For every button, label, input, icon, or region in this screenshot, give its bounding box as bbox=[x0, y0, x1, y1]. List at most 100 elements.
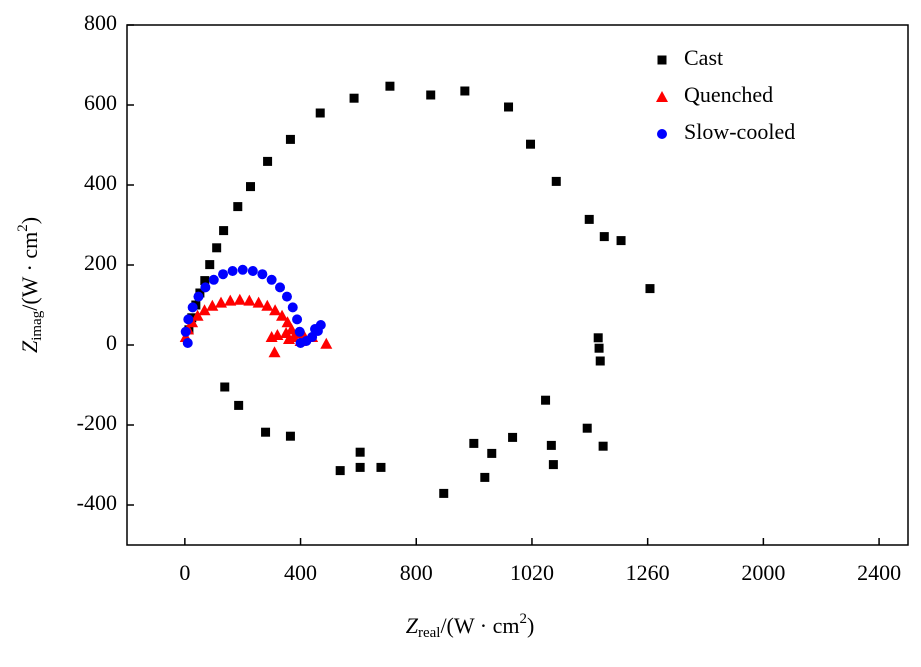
data-point bbox=[208, 274, 219, 285]
data-point bbox=[200, 276, 210, 286]
data-point bbox=[426, 90, 436, 100]
y-label-sub: imag bbox=[29, 310, 45, 340]
data-point bbox=[212, 243, 222, 253]
data-point bbox=[355, 462, 365, 472]
data-point bbox=[183, 314, 194, 325]
data-point bbox=[460, 86, 470, 96]
x-tick-label: 400 bbox=[284, 560, 317, 585]
data-point bbox=[385, 81, 395, 91]
data-point bbox=[271, 329, 284, 340]
data-point bbox=[182, 338, 193, 348]
x-label-sub: real bbox=[418, 625, 440, 641]
legend-marker bbox=[657, 55, 667, 65]
x-axis-label: Zreal/(W · cm2) bbox=[406, 611, 535, 641]
data-point bbox=[193, 291, 204, 302]
data-point bbox=[215, 296, 228, 308]
data-point bbox=[376, 462, 386, 472]
data-point bbox=[584, 214, 594, 224]
y-label-unit: /(W · cm bbox=[17, 232, 42, 311]
y-tick-label: 200 bbox=[84, 250, 117, 275]
data-point bbox=[276, 309, 289, 321]
data-point bbox=[263, 156, 273, 166]
data-point bbox=[269, 304, 282, 316]
y-tick-label: 400 bbox=[84, 170, 117, 195]
data-point bbox=[315, 108, 325, 118]
y-label-main: Z bbox=[17, 340, 42, 353]
x-label-main: Z bbox=[406, 613, 419, 638]
data-point bbox=[598, 441, 608, 451]
y-label-close: ) bbox=[17, 217, 42, 224]
data-point bbox=[243, 294, 256, 306]
data-point bbox=[220, 382, 230, 392]
data-point bbox=[287, 302, 298, 313]
plot-frame bbox=[126, 24, 909, 546]
data-point bbox=[335, 466, 345, 476]
data-point bbox=[480, 472, 490, 482]
y-tick-label: 600 bbox=[84, 90, 117, 115]
data-point bbox=[599, 232, 609, 242]
y-axis-label: Zimag/(W · cm2) bbox=[15, 217, 45, 353]
data-point bbox=[294, 326, 305, 337]
data-point bbox=[219, 226, 229, 236]
data-point bbox=[234, 400, 244, 410]
legend-marker bbox=[656, 91, 668, 102]
data-point bbox=[349, 93, 359, 103]
data-point bbox=[582, 423, 592, 433]
data-point bbox=[198, 304, 211, 316]
data-point bbox=[233, 202, 243, 212]
data-point bbox=[227, 266, 238, 276]
data-point bbox=[275, 282, 286, 293]
data-point bbox=[504, 102, 514, 112]
data-point bbox=[315, 320, 326, 330]
data-point bbox=[292, 314, 303, 325]
data-point bbox=[487, 448, 497, 458]
legend-marker bbox=[657, 129, 667, 139]
data-point bbox=[206, 299, 219, 311]
data-point bbox=[187, 302, 198, 313]
data-point bbox=[281, 291, 292, 302]
data-point bbox=[218, 269, 229, 280]
data-point bbox=[645, 284, 655, 294]
legend-label: Cast bbox=[684, 45, 723, 70]
data-point bbox=[320, 337, 333, 349]
data-point bbox=[252, 296, 265, 308]
data-point bbox=[180, 326, 191, 337]
x-tick-label: 800 bbox=[400, 560, 433, 585]
data-point bbox=[595, 356, 605, 366]
data-point bbox=[224, 294, 237, 306]
data-point bbox=[233, 293, 246, 305]
x-tick-label: 2400 bbox=[857, 560, 901, 585]
legend-label: Quenched bbox=[684, 82, 773, 107]
y-tick-label: 0 bbox=[106, 330, 117, 355]
x-tick-label: 1020 bbox=[510, 560, 554, 585]
data-point bbox=[237, 264, 248, 275]
data-point bbox=[616, 236, 626, 246]
data-point bbox=[439, 488, 449, 498]
data-point bbox=[355, 447, 365, 457]
data-point bbox=[261, 299, 274, 311]
data-point bbox=[205, 260, 215, 270]
y-tick-label: -400 bbox=[77, 490, 117, 515]
data-point bbox=[257, 269, 268, 280]
data-point bbox=[548, 460, 558, 470]
data-point bbox=[266, 274, 277, 285]
data-point bbox=[191, 309, 204, 321]
data-point bbox=[247, 266, 258, 276]
x-label-close: ) bbox=[527, 613, 534, 638]
data-point bbox=[281, 316, 294, 328]
y-label-sup: 2 bbox=[15, 224, 31, 232]
data-point bbox=[526, 139, 536, 149]
data-point bbox=[469, 438, 479, 448]
data-point bbox=[282, 333, 295, 344]
legend-label: Slow-cooled bbox=[684, 119, 795, 144]
y-tick-label: 800 bbox=[84, 10, 117, 35]
y-tick-label: -200 bbox=[77, 410, 117, 435]
x-tick-label: 0 bbox=[179, 560, 190, 585]
data-point bbox=[508, 432, 518, 442]
x-tick-label: 2000 bbox=[741, 560, 785, 585]
data-point bbox=[593, 333, 603, 343]
x-tick-label: 1260 bbox=[626, 560, 670, 585]
data-point bbox=[200, 282, 211, 293]
x-label-sup: 2 bbox=[519, 611, 527, 627]
